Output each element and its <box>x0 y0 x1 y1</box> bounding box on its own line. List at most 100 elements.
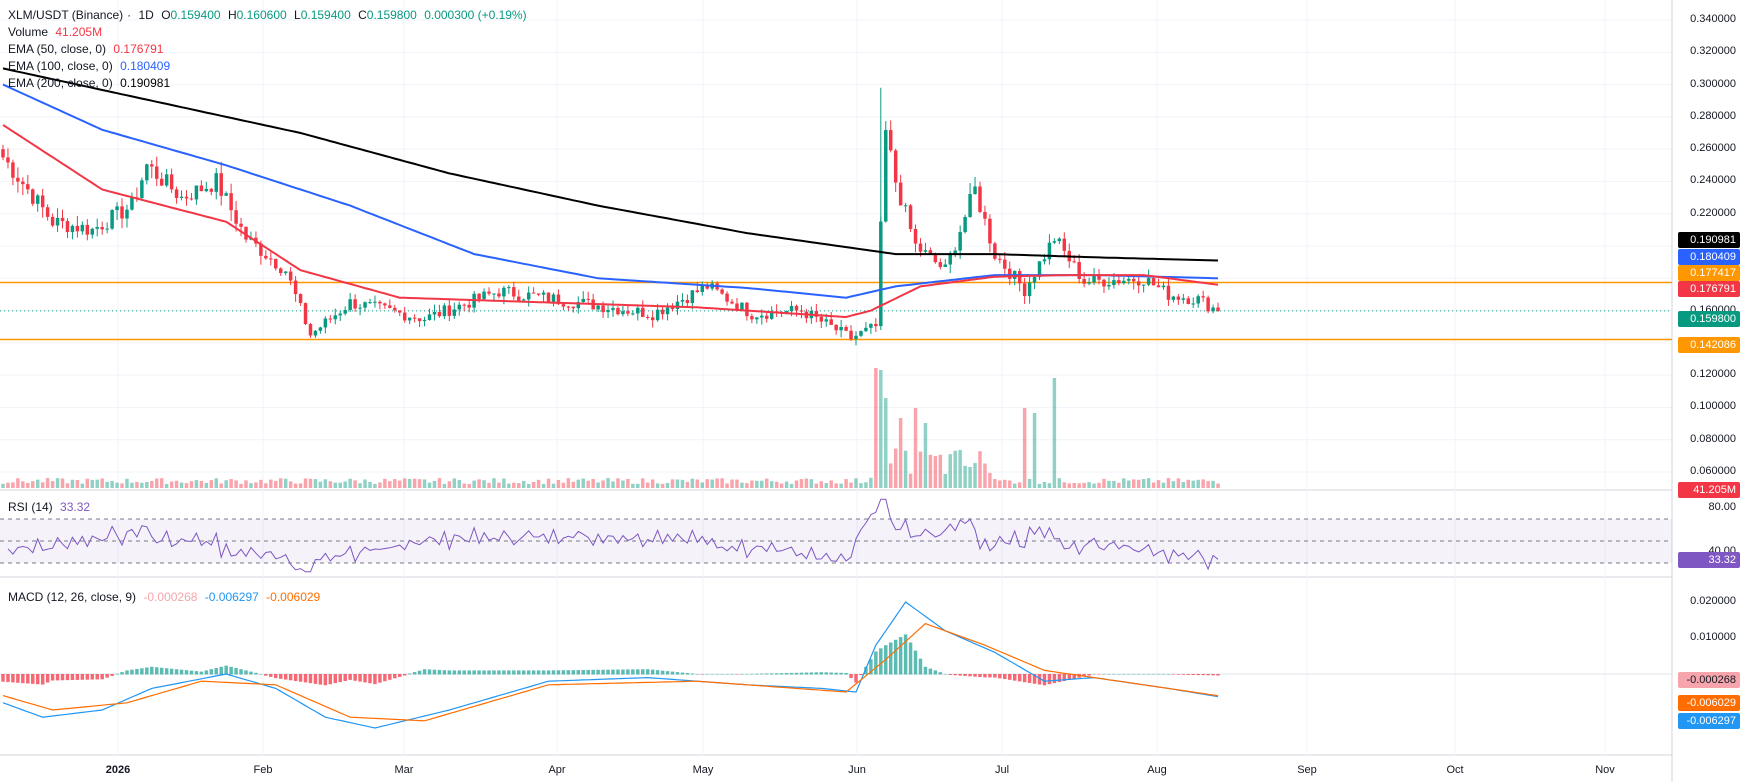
macd-histogram-bar <box>626 669 630 675</box>
volume-bar <box>760 480 764 488</box>
volume-bar <box>26 482 30 488</box>
volume-bar <box>536 479 541 488</box>
candle-body <box>988 218 992 244</box>
volume-bar <box>655 483 660 488</box>
candle-body <box>1112 280 1116 286</box>
candle-body <box>1156 285 1161 288</box>
volume-bar <box>606 478 610 488</box>
macd-histogram-bar <box>636 669 640 675</box>
macd-value: -0.006297 <box>204 590 259 604</box>
macd-histogram-bar <box>487 670 491 675</box>
volume-bar <box>338 482 342 488</box>
volume-bar <box>884 398 888 488</box>
candle-body <box>264 255 268 259</box>
volume-bar <box>690 478 695 488</box>
macd-histogram-bar <box>819 672 824 675</box>
candle-body <box>204 188 209 192</box>
macd-histogram-bar <box>1037 674 1042 685</box>
ema50-line <box>2 124 1219 319</box>
volume-bar <box>854 478 858 488</box>
candle-body <box>194 185 199 200</box>
candle-body <box>596 305 600 310</box>
volume-bar <box>1176 478 1181 488</box>
candle-body <box>1003 259 1007 269</box>
volume-bar <box>477 479 481 488</box>
macd-histogram-bar <box>472 670 476 675</box>
macd-histogram-bar <box>1211 674 1215 676</box>
ema50-legend[interactable]: EMA (50, close, 0) 0.176791 <box>8 42 167 56</box>
volume-bar <box>963 465 967 488</box>
macd-histogram-bar <box>596 669 600 675</box>
volume-bar <box>1127 480 1131 488</box>
volume-bar <box>621 480 625 488</box>
candle-body <box>1027 282 1032 297</box>
volume-bar <box>189 481 194 488</box>
candle-body <box>184 196 189 199</box>
candle-body <box>482 291 486 300</box>
macd-histogram-bar <box>685 673 690 675</box>
volume-bar <box>829 480 833 488</box>
interval-label[interactable]: 1D <box>138 8 154 22</box>
volume-bar <box>135 481 139 488</box>
macd-histogram-bar <box>482 670 486 675</box>
volume-bar <box>204 482 209 488</box>
macd-histogram-bar <box>760 673 764 675</box>
volume-bar <box>755 480 759 488</box>
macd-histogram-bar <box>1161 673 1166 675</box>
candle-body <box>1176 296 1181 300</box>
volume-bar <box>179 482 184 488</box>
candle-body <box>16 177 20 182</box>
volume-legend[interactable]: Volume 41.205M <box>8 25 106 39</box>
volume-bar <box>497 482 501 488</box>
candle-body <box>968 193 972 217</box>
macd-histogram-bar <box>194 671 199 675</box>
candle-body <box>1072 261 1076 263</box>
volume-bar <box>933 456 938 488</box>
volume-bar <box>695 479 700 488</box>
macd-histogram-bar <box>655 670 660 675</box>
macd-histogram-bar <box>169 668 174 675</box>
macd-histogram-bar <box>150 666 154 675</box>
macd-histogram-bar <box>70 674 75 681</box>
macd-legend[interactable]: MACD (12, 26, close, 9) -0.000268 -0.006… <box>8 590 324 604</box>
macd-histogram-bar <box>660 670 665 675</box>
candle-body <box>1087 282 1091 284</box>
price-tick-label: 0.220000 <box>1690 206 1736 219</box>
volume-bar <box>264 483 268 488</box>
volume-bar <box>1136 479 1141 488</box>
candle-body <box>1131 278 1136 282</box>
candle-body <box>239 223 243 227</box>
volume-bar <box>65 483 70 488</box>
price-tick-label: 0.320000 <box>1690 45 1736 58</box>
macd-histogram-bar <box>933 670 938 675</box>
ema200-label: EMA (200, close, 0) <box>8 76 113 90</box>
candle-body <box>973 186 977 194</box>
macd-histogram-bar <box>938 672 943 675</box>
volume-bar <box>80 483 85 488</box>
macd-histogram-bar <box>363 674 367 683</box>
volume-bar <box>378 482 382 488</box>
candle-body <box>110 210 114 229</box>
ema200-legend[interactable]: EMA (200, close, 0) 0.190981 <box>8 76 174 90</box>
time-tick-label: Jul <box>994 764 1010 776</box>
time-tick-label: Nov <box>1595 764 1615 776</box>
volume-bar <box>1112 480 1116 488</box>
symbol-label[interactable]: XLM/USDT (Binance) <box>8 8 124 22</box>
candle-body <box>502 287 506 297</box>
candle-body <box>1052 241 1057 243</box>
volume-bar <box>1186 479 1191 488</box>
volume-bar <box>1027 478 1032 488</box>
macd-histogram-bar <box>229 666 233 675</box>
volume-bar <box>839 483 843 488</box>
macd-tag: -0.000268 <box>1678 672 1740 688</box>
candle-body <box>348 299 352 310</box>
macd-histogram-bar <box>214 668 218 675</box>
ema100-legend[interactable]: EMA (100, close, 0) 0.180409 <box>8 59 174 73</box>
macd-histogram-bar <box>1141 673 1146 675</box>
rsi-legend[interactable]: RSI (14) 33.32 <box>8 500 94 514</box>
candle-body <box>373 301 377 303</box>
candle-body <box>943 264 948 268</box>
candle-body <box>487 291 491 294</box>
candle-body <box>978 186 982 212</box>
